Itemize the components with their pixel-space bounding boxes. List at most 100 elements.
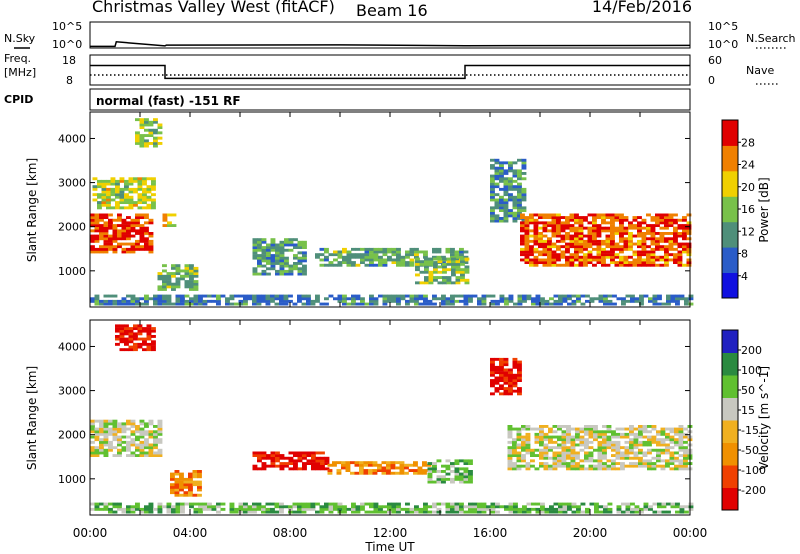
velocity-cell	[684, 505, 689, 509]
power-cell	[337, 263, 343, 267]
power-cell	[121, 237, 127, 241]
power-cell	[650, 261, 656, 264]
power-cell	[673, 261, 678, 264]
power-cell	[364, 253, 370, 257]
power-cell	[346, 261, 352, 264]
power-cell	[521, 164, 527, 167]
power-cell	[499, 209, 504, 212]
power-cell	[315, 253, 320, 257]
velocity-cell	[297, 510, 302, 514]
velocity-cell	[417, 466, 423, 470]
power-cell	[115, 193, 120, 197]
power-cell	[659, 245, 665, 249]
velocity-cell	[423, 502, 428, 506]
power-cell	[135, 136, 140, 140]
velocity-cell	[320, 464, 325, 468]
power-cell	[494, 177, 500, 181]
power-cell	[333, 253, 338, 257]
power-cell	[409, 250, 415, 254]
power-cell	[517, 198, 522, 202]
power-cell	[128, 182, 134, 186]
velocity-cell	[625, 505, 631, 509]
power-cell	[137, 198, 143, 202]
power-cell	[297, 269, 303, 273]
power-cell	[460, 268, 465, 272]
velocity-cell	[157, 507, 163, 511]
velocity-cell	[552, 451, 558, 455]
velocity-cell	[678, 427, 684, 431]
power-cell	[99, 224, 104, 227]
velocity-cell	[151, 329, 156, 333]
velocity-cell	[674, 432, 679, 436]
power-cell	[583, 218, 588, 222]
velocity-cell	[642, 427, 648, 431]
power-cell	[121, 247, 127, 251]
velocity-cell	[183, 485, 189, 489]
power-cell	[351, 247, 356, 251]
velocity-cell	[521, 427, 526, 431]
power-cell	[144, 229, 149, 233]
power-cell	[137, 195, 143, 199]
power-cell	[583, 226, 588, 230]
velocity-cell	[133, 337, 138, 341]
power-cell	[328, 263, 334, 267]
power-cell	[302, 259, 307, 263]
power-cell	[641, 258, 647, 262]
velocity-cell	[142, 327, 147, 330]
power-cell	[284, 238, 289, 242]
velocity-cell	[508, 510, 514, 514]
power-cell	[569, 242, 575, 246]
power-cell	[441, 297, 446, 301]
time-tick-label: 16:00	[473, 526, 508, 540]
power-cell	[424, 257, 429, 261]
power-cell	[130, 299, 136, 303]
velocity-cell	[422, 469, 427, 472]
velocity-cell	[562, 510, 568, 514]
power-cell	[560, 224, 566, 227]
velocity-y-axis-label: Slant Range [km]	[25, 366, 39, 470]
velocity-cell	[90, 502, 95, 506]
power-cell	[306, 294, 311, 298]
power-cell	[547, 242, 552, 246]
power-cell	[682, 218, 687, 222]
power-cell	[517, 174, 522, 178]
velocity-cell	[112, 510, 118, 514]
velocity-cell	[525, 462, 531, 465]
power-cell	[682, 242, 687, 246]
power-cell	[135, 218, 140, 222]
power-cell	[130, 245, 136, 249]
velocity-cell	[468, 502, 473, 506]
velocity-cell	[593, 425, 598, 428]
velocity-cell	[575, 454, 580, 457]
power-cell	[288, 238, 294, 242]
velocity-cell	[543, 454, 549, 457]
power-cell	[578, 224, 584, 227]
power-cell	[551, 263, 557, 267]
velocity-cell	[593, 467, 598, 471]
power-cell	[623, 258, 629, 262]
power-cell	[166, 274, 172, 278]
velocity-cell	[499, 384, 504, 388]
colorbar-tick-label: 50	[741, 384, 755, 397]
velocity-cell	[436, 480, 442, 484]
velocity-cell	[112, 502, 118, 506]
power-cell	[409, 299, 415, 303]
power-cell	[596, 224, 602, 227]
power-cell	[257, 238, 262, 242]
velocity-cell	[468, 475, 473, 479]
power-cell	[293, 238, 298, 242]
power-cell	[157, 274, 163, 278]
velocity-cell	[521, 440, 526, 444]
power-cell	[463, 299, 469, 303]
power-cell	[560, 234, 566, 238]
power-cell	[605, 239, 611, 243]
nave-bottom-tick: 0	[708, 74, 715, 87]
velocity-cell	[337, 502, 343, 506]
velocity-cell	[139, 510, 145, 514]
velocity-cell	[629, 425, 634, 428]
velocity-cell	[602, 425, 607, 428]
velocity-cell	[643, 505, 649, 509]
velocity-cell	[139, 451, 145, 455]
velocity-cell	[387, 505, 392, 509]
velocity-cell	[386, 461, 391, 465]
